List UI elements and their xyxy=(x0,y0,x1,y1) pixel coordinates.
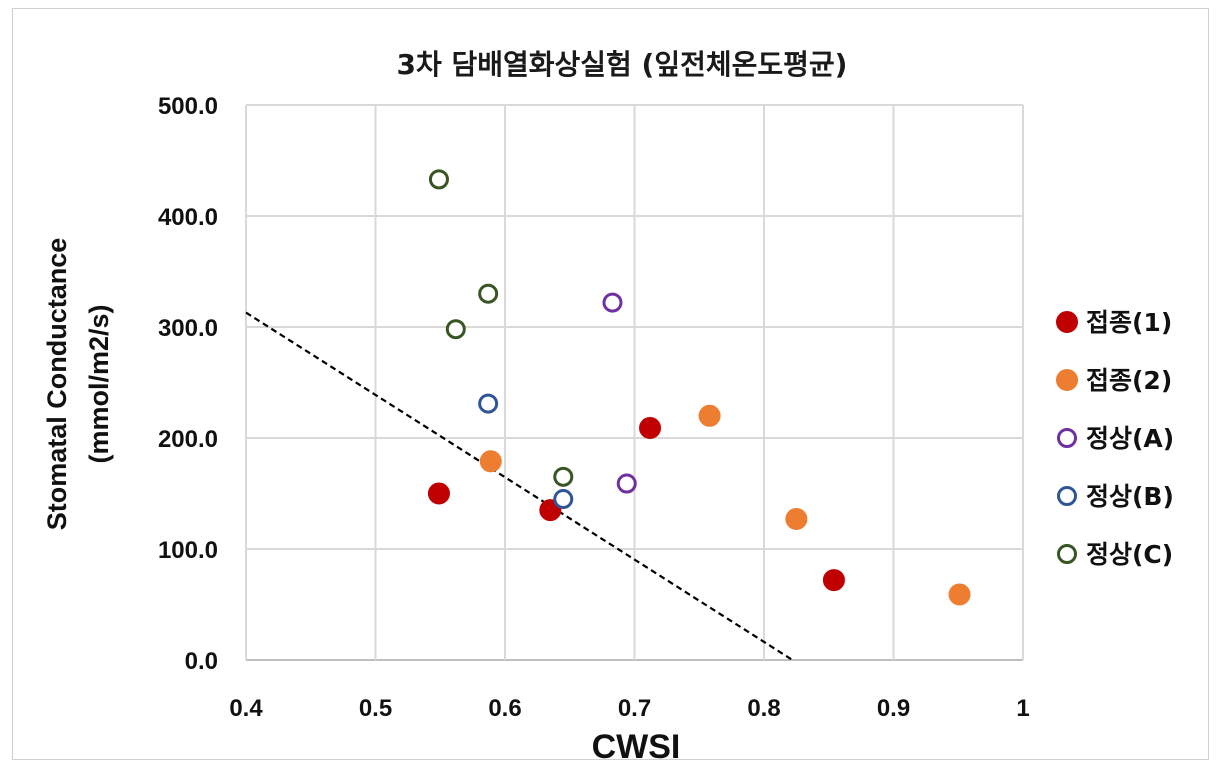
x-axis-label: CWSI xyxy=(592,728,681,766)
legend-marker xyxy=(1057,486,1077,506)
legend-marker xyxy=(1056,369,1078,391)
legend-label: 정상(C) xyxy=(1086,540,1173,569)
legend: 접종(1) 접종(2) 정상(A) 정상(B) 정상(C) xyxy=(1056,308,1174,569)
x-tick-label: 0.5 xyxy=(359,695,392,722)
data-point xyxy=(616,473,637,494)
y-tick-label: 300.0 xyxy=(158,315,218,342)
data-point xyxy=(553,489,574,510)
data-point xyxy=(445,319,466,340)
legend-label: 접종(1) xyxy=(1086,308,1172,337)
legend-label: 접종(2) xyxy=(1086,366,1172,395)
chart-frame xyxy=(12,8,1209,760)
chart-title: 3차 담배열화상실험 (잎전체온도평균) xyxy=(397,48,848,81)
data-point xyxy=(478,283,499,304)
data-point xyxy=(428,169,449,190)
data-point xyxy=(427,482,450,505)
reference-line-group xyxy=(245,311,794,661)
y-tick-labels: 0.0 100.0 200.0 300.0 400.0 500.0 xyxy=(158,93,218,675)
x-tick-label: 0.6 xyxy=(488,695,521,722)
legend-label: 정상(B) xyxy=(1086,482,1174,511)
y-tick-label: 200.0 xyxy=(158,426,218,453)
x-tick-label: 0.7 xyxy=(618,695,651,722)
y-tick-label: 500.0 xyxy=(158,93,218,120)
x-tick-label: 0.8 xyxy=(747,695,780,722)
y-axis-label-line1: Stomatal Conductance xyxy=(42,238,72,531)
y-tick-label: 100.0 xyxy=(158,537,218,564)
data-point xyxy=(698,404,721,427)
data-points xyxy=(427,169,971,606)
data-point xyxy=(479,450,502,473)
data-point xyxy=(785,508,808,531)
data-point xyxy=(822,569,845,592)
x-tick-label: 0.9 xyxy=(877,695,910,722)
data-point xyxy=(639,417,662,440)
data-point xyxy=(478,393,499,414)
x-tick-label: 0.4 xyxy=(229,695,263,722)
legend-label: 정상(A) xyxy=(1086,424,1174,453)
legend-marker xyxy=(1057,544,1077,564)
data-point xyxy=(948,583,971,606)
x-tick-labels: 0.4 0.5 0.6 0.7 0.8 0.9 1 xyxy=(229,695,1029,722)
y-axis-label-line2: (mmol/m2/s) xyxy=(84,304,114,463)
y-tick-label: 0.0 xyxy=(185,648,218,675)
data-point xyxy=(602,292,623,313)
grid-lines xyxy=(245,104,1024,661)
legend-marker xyxy=(1057,428,1077,448)
reference-line xyxy=(245,311,794,661)
y-tick-label: 400.0 xyxy=(158,204,218,231)
data-point xyxy=(553,466,574,487)
legend-marker xyxy=(1056,311,1078,333)
x-tick-label: 1 xyxy=(1016,695,1029,722)
